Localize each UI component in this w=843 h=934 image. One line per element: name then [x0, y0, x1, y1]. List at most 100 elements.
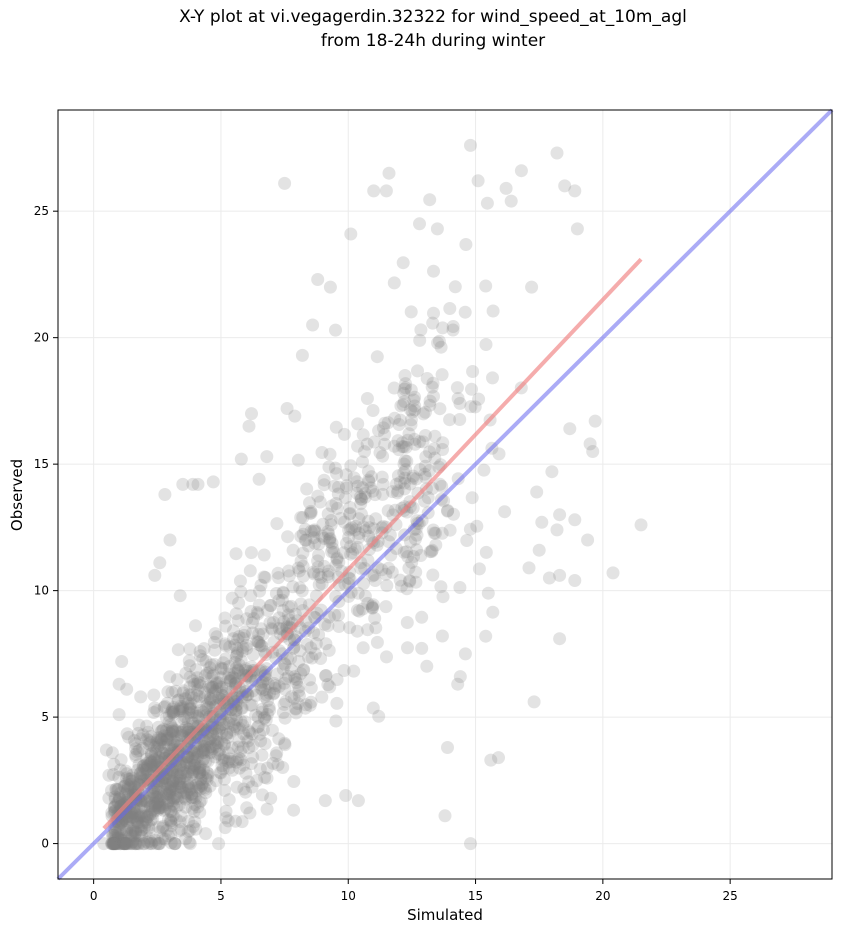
data-point: [211, 747, 225, 761]
data-point: [366, 701, 380, 715]
data-point: [246, 626, 259, 640]
data-point: [418, 459, 432, 473]
data-point: [479, 545, 493, 559]
data-point: [382, 561, 396, 575]
data-point: [393, 413, 407, 427]
data-point: [453, 396, 467, 410]
data-point: [434, 580, 448, 594]
data-point: [158, 832, 172, 846]
data-point: [171, 792, 184, 806]
data-point: [302, 539, 315, 553]
data-point: [122, 837, 136, 851]
data-point: [112, 831, 125, 845]
data-point: [292, 654, 306, 668]
data-point: [294, 597, 308, 611]
data-point: [360, 437, 374, 451]
data-point: [200, 667, 214, 680]
data-point: [219, 804, 233, 818]
data-point: [321, 619, 335, 633]
data-point: [134, 808, 148, 822]
data-point: [153, 738, 166, 752]
data-point: [158, 785, 172, 799]
data-point: [132, 837, 145, 851]
data-point: [350, 475, 364, 489]
data-point: [125, 829, 139, 843]
data-point: [153, 797, 167, 811]
data-point: [107, 837, 121, 851]
data-point: [312, 578, 326, 592]
data-point: [254, 639, 268, 653]
data-point: [391, 469, 405, 483]
data-point: [199, 654, 213, 668]
data-point: [251, 710, 265, 724]
data-point: [403, 477, 417, 491]
data-point: [244, 757, 258, 771]
data-point: [307, 567, 321, 581]
data-point: [453, 581, 467, 594]
data-point: [109, 799, 122, 813]
data-point: [268, 681, 282, 695]
data-point: [329, 323, 342, 337]
data-point: [331, 608, 345, 622]
data-point: [306, 318, 320, 332]
data-point: [203, 681, 217, 695]
data-point: [252, 472, 266, 486]
data-point: [436, 590, 450, 604]
data-point: [182, 835, 196, 849]
data-point: [137, 800, 151, 814]
data-point: [135, 768, 149, 781]
data-point: [394, 579, 408, 593]
data-point: [157, 804, 171, 818]
data-point: [204, 694, 218, 708]
data-point: [191, 675, 205, 689]
data-point: [366, 484, 380, 498]
data-point: [160, 729, 174, 743]
data-point: [414, 549, 428, 562]
data-point: [161, 685, 175, 699]
data-point: [217, 772, 231, 786]
data-point: [391, 484, 405, 498]
data-point: [144, 738, 158, 752]
data-point: [126, 837, 139, 851]
data-point: [201, 743, 215, 757]
data-point: [441, 741, 454, 754]
data-point: [176, 704, 190, 717]
data-point: [206, 687, 220, 701]
data-point: [397, 386, 411, 400]
data-point: [160, 778, 174, 792]
data-point: [177, 712, 191, 726]
data-point: [187, 754, 201, 768]
data-point: [150, 790, 164, 804]
data-point: [150, 791, 164, 804]
data-point: [194, 782, 207, 796]
data-point: [113, 823, 127, 837]
data-point: [405, 555, 419, 569]
data-point: [448, 280, 462, 294]
data-point: [166, 722, 180, 736]
data-point: [472, 562, 486, 576]
data-point: [309, 637, 323, 651]
data-point: [415, 610, 429, 624]
data-point: [226, 670, 240, 684]
data-point: [323, 280, 337, 294]
data-point: [164, 727, 178, 741]
data-point: [159, 777, 173, 791]
data-point: [486, 304, 500, 318]
data-point: [221, 746, 235, 760]
data-point: [159, 787, 173, 801]
data-point: [232, 596, 246, 610]
data-point: [277, 697, 291, 711]
data-point: [228, 667, 242, 680]
data-point: [395, 440, 409, 454]
data-point: [185, 802, 199, 816]
data-point: [163, 784, 177, 798]
data-point: [331, 501, 344, 515]
data-point: [362, 521, 376, 535]
y-tick-label: 20: [34, 331, 49, 345]
data-point: [136, 763, 150, 777]
data-point: [220, 726, 234, 740]
data-point: [187, 759, 201, 773]
data-point: [255, 639, 269, 653]
data-point: [366, 569, 380, 583]
data-point: [254, 681, 268, 695]
